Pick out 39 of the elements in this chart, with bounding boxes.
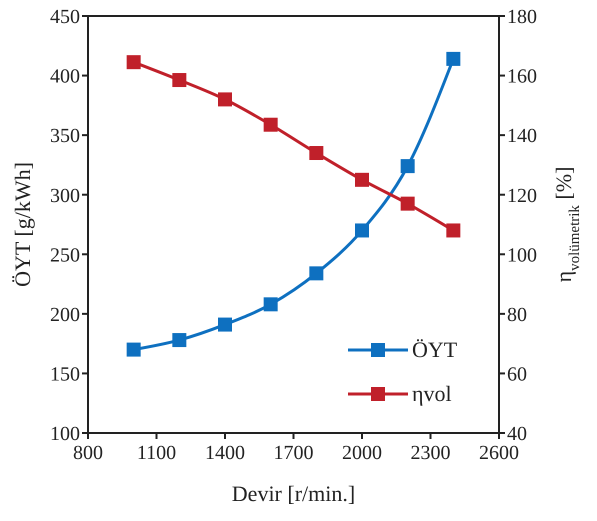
y-tick-label: 350 — [50, 125, 80, 148]
x-tick-label: 1100 — [136, 442, 176, 464]
point — [218, 92, 232, 106]
point — [400, 196, 415, 211]
point — [446, 52, 460, 66]
point — [172, 73, 186, 88]
legend-label: ÖYT — [412, 337, 458, 363]
point — [446, 223, 460, 238]
point — [218, 318, 232, 332]
point — [309, 146, 324, 160]
x-tick-label: 2000 — [342, 442, 382, 464]
y2-tick-label: 140 — [507, 125, 537, 148]
x-tick-label: 1400 — [205, 442, 245, 464]
point — [264, 118, 278, 132]
point — [126, 55, 141, 70]
y2-tick-label: 60 — [507, 364, 527, 386]
y-tick-label: 150 — [50, 364, 80, 386]
x-axis-title: Devir [r/min.] — [232, 481, 356, 506]
legend-label: ηvol — [412, 381, 452, 407]
point — [355, 172, 369, 187]
point — [355, 223, 369, 238]
y2-tick-label: 160 — [507, 66, 537, 88]
y-tick-label: 300 — [50, 184, 80, 207]
y2-tick-label: 80 — [507, 304, 527, 326]
y-axis-title: ÖYT [g/kWh] — [10, 162, 35, 287]
y2-tick-label: 100 — [507, 244, 537, 266]
y2-tick-label: 120 — [507, 184, 537, 207]
x-tick-label: 2300 — [410, 442, 450, 464]
point — [309, 266, 324, 280]
point — [126, 342, 141, 357]
x-tick-label: 1700 — [274, 442, 314, 464]
y-tick-label: 200 — [50, 304, 80, 326]
point — [172, 333, 186, 348]
y2-tick-label: 180 — [507, 6, 537, 28]
y-tick-label: 250 — [50, 244, 80, 266]
point — [264, 297, 278, 312]
y-tick-label: 450 — [50, 6, 80, 28]
point — [400, 159, 415, 174]
y-tick-label: 400 — [50, 66, 80, 88]
